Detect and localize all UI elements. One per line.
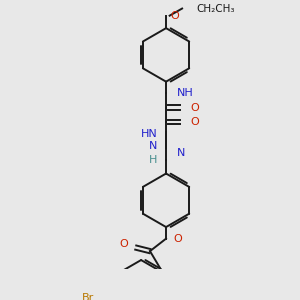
Text: CH₂CH₃: CH₂CH₃	[196, 4, 235, 14]
Text: H: H	[149, 155, 157, 165]
Text: O: O	[190, 117, 199, 127]
Text: HN: HN	[140, 129, 157, 139]
Text: O: O	[120, 239, 129, 249]
Text: NH: NH	[177, 88, 194, 98]
Text: O: O	[190, 103, 199, 112]
Text: N: N	[177, 148, 185, 158]
Text: O: O	[170, 11, 179, 21]
Text: N: N	[149, 141, 157, 151]
Text: Br: Br	[82, 292, 94, 300]
Text: O: O	[173, 234, 182, 244]
